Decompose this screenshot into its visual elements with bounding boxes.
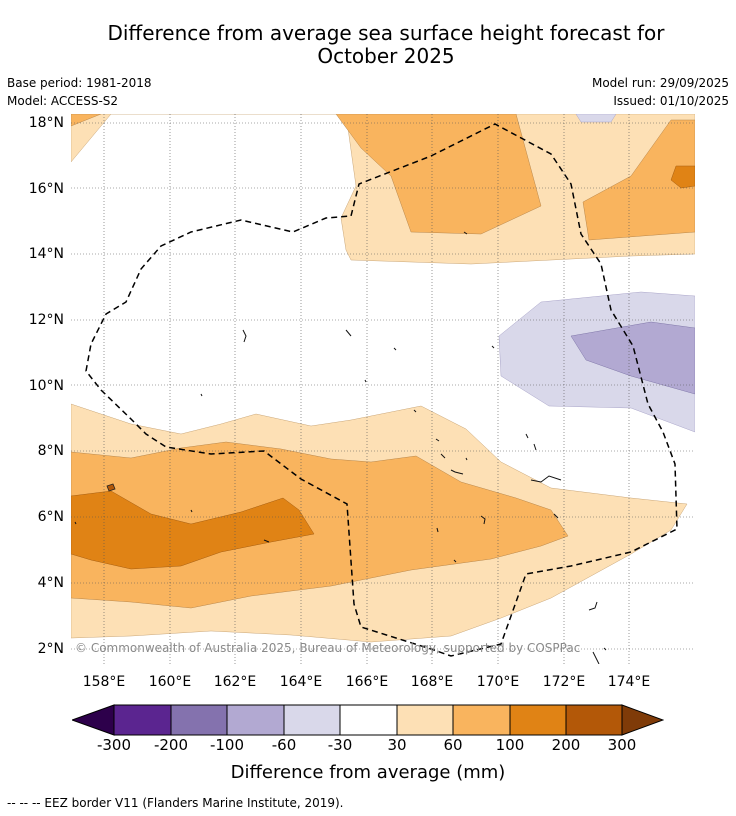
colorbar-bin-1 [114, 705, 171, 735]
colorbar-tick: 30 [387, 736, 407, 754]
colorbar-tick: 300 [607, 736, 637, 754]
lat-label-8n: 8°N [37, 443, 64, 459]
lat-label-4n: 4°N [37, 575, 64, 591]
graticule [71, 114, 695, 664]
colorbar-bin-2 [171, 705, 227, 735]
lat-label-16n: 16°N [28, 181, 64, 197]
north-fill-100 [670, 165, 695, 189]
title-line-2: October 2025 [317, 44, 455, 68]
colorbar-tick: -100 [209, 736, 245, 754]
model-run: Model run: 29/09/2025 [591, 76, 729, 90]
eez-legend-note: -- -- -- EEZ border V11 (Flanders Marine… [7, 796, 344, 810]
colorbar-dividers [113, 704, 623, 736]
lon-label-164e: 164°E [279, 674, 323, 690]
north-fill-30 [71, 114, 695, 265]
north-west-strip [71, 114, 112, 163]
title-line-1: Difference from average sea surface heig… [107, 21, 665, 45]
colorbar-over-arrow [621, 704, 665, 736]
colorbar-tick: -200 [153, 736, 189, 754]
lon-label-158e: 158°E [82, 674, 126, 690]
colorbar-label: Difference from average (mm) [230, 762, 506, 783]
lat-label-14n: 14°N [28, 246, 64, 262]
lon-label-162e: 162°E [213, 674, 257, 690]
issued-date: Issued: 01/10/2025 [613, 94, 729, 108]
lon-label-172e: 172°E [542, 674, 586, 690]
lon-label-160e: 160°E [148, 674, 192, 690]
north-west-60 [71, 114, 102, 127]
anomaly-fills [71, 114, 695, 643]
chart-title: Difference from average sea surface heig… [0, 22, 736, 68]
lat-label-10n: 10°N [28, 378, 64, 394]
islands [74, 231, 607, 664]
small-dark-island [106, 483, 116, 492]
colorbar-bin-4 [284, 705, 340, 735]
lat-label-2n: 2°N [37, 641, 64, 657]
north-fill-60-b [582, 119, 695, 241]
south-fill-100 [71, 490, 315, 570]
model-name: Model: ACCESS-S2 [7, 94, 119, 108]
lat-label-18n: 18°N [28, 115, 64, 131]
colorbar-bin-7 [453, 705, 510, 735]
lat-label-6n: 6°N [37, 509, 64, 525]
colorbar-svg [70, 704, 665, 736]
colorbar-tick: 100 [495, 736, 525, 754]
colorbar-under-arrow [70, 704, 115, 736]
colorbar-tick: 200 [551, 736, 581, 754]
lon-label-168e: 168°E [410, 674, 454, 690]
meta-right: Model run: 29/09/2025 Issued: 01/10/2025 [592, 74, 729, 110]
east-fill-neg60 [570, 321, 695, 395]
north-fill-60-a [335, 114, 542, 235]
colorbar-tick: -30 [327, 736, 353, 754]
base-period: Base period: 1981-2018 [7, 76, 152, 90]
lon-label-170e: 170°E [476, 674, 520, 690]
colorbar-tick: 60 [443, 736, 463, 754]
sea-level-map [71, 114, 695, 664]
lat-label-12n: 12°N [28, 312, 64, 328]
copyright-notice: © Commonwealth of Australia 2025, Bureau… [75, 641, 581, 655]
colorbar-bin-9 [566, 705, 622, 735]
colorbar-bin-8 [510, 705, 566, 735]
map-canvas [71, 114, 695, 664]
colorbar-tick: -60 [271, 736, 297, 754]
meta-left: Base period: 1981-2018 Model: ACCESS-S2 [7, 74, 152, 110]
north-neg-sliver [575, 114, 617, 123]
lon-label-166e: 166°E [345, 674, 389, 690]
south-fill-60 [71, 441, 569, 609]
colorbar [70, 704, 665, 740]
colorbar-bin-6 [397, 705, 453, 735]
colorbar-bin-3 [227, 705, 284, 735]
colorbar-bin-5 [340, 705, 397, 735]
lon-label-174e: 174°E [607, 674, 651, 690]
colorbar-tick: -300 [96, 736, 132, 754]
